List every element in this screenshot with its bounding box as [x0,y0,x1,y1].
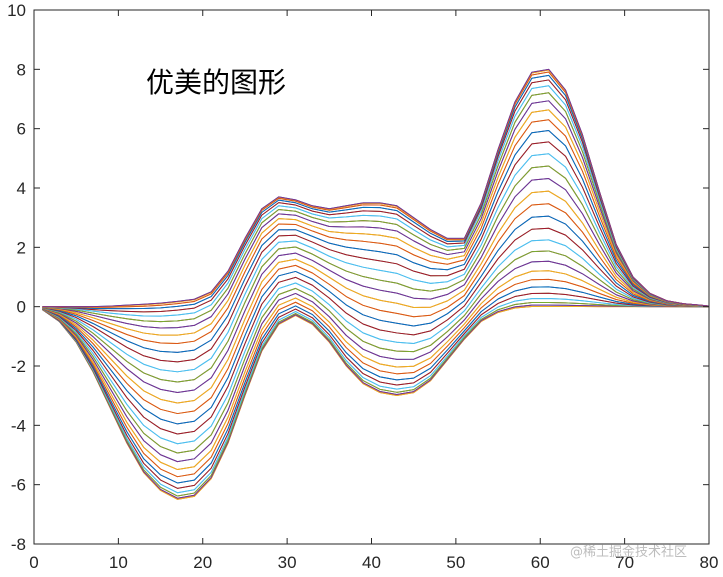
series-line [42,306,709,500]
x-tick-label: 80 [700,553,719,572]
x-tick-label: 0 [29,553,38,572]
series-line [42,119,710,344]
ticks-layer: 0 10 20 30 40 50 60 70 80 -8 -6 -4 -2 0 2 4 6 8 10 [7,1,718,572]
x-tick-label: 40 [362,553,381,572]
series-line [42,79,710,313]
series-line [42,178,710,394]
y-tick-label: 0 [17,298,26,317]
series-line [42,250,710,454]
series-line [42,292,710,489]
x-tick-label: 70 [615,553,634,572]
series-line [42,227,710,435]
y-tick-label: 10 [7,1,26,20]
series-line [42,165,710,383]
series-line [42,85,710,317]
series-line [42,203,710,415]
x-tick-label: 60 [531,553,550,572]
series-line [42,92,710,323]
series-line [42,109,710,336]
y-tick-label: -2 [11,357,26,376]
series-layer [42,68,710,500]
series-line [42,278,710,478]
series-line [42,286,710,484]
y-tick-label: 2 [17,238,26,257]
series-line [42,260,710,463]
series-line [42,68,710,308]
y-tick-label: 8 [17,60,26,79]
y-tick-label: 4 [17,179,26,198]
series-line [42,270,710,471]
watermark: @稀土掘金技术社区 [570,544,687,560]
series-line [42,301,710,497]
y-tick-label: -8 [11,535,26,554]
x-tick-label: 10 [109,553,128,572]
series-line [42,130,710,353]
y-tick-label: -6 [11,476,26,495]
y-tick-label: 6 [17,120,26,139]
series-line [42,304,709,499]
series-line [42,100,710,329]
x-tick-label: 20 [193,553,212,572]
chart-annotation: 优美的图形 [146,66,286,99]
series-line [42,215,710,425]
series-line [42,141,710,363]
series-line [42,298,710,494]
x-tick-label: 50 [446,553,465,572]
series-line [42,153,710,373]
series-line [42,190,710,404]
series-line [42,239,710,445]
y-tick-label: -4 [11,416,26,435]
x-tick-label: 30 [278,553,297,572]
